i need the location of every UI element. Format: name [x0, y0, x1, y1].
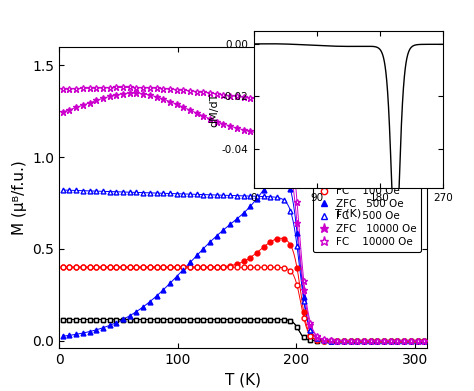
FC    100 Oe — [100, 265, 106, 269]
ZFC   10000 Oe — [134, 90, 139, 95]
ZFC   500 Oe — [421, 338, 427, 343]
ZFC   100 Oe — [388, 338, 393, 343]
FC    10000 Oe — [415, 338, 420, 343]
ZFC   500 Oe — [147, 300, 153, 304]
FC    10000 Oe — [154, 86, 159, 90]
FC    5 Oe — [147, 317, 153, 322]
FC    100 Oe — [381, 338, 387, 343]
ZFC   10000 Oe — [154, 95, 159, 99]
ZFC   5 Oe — [415, 338, 420, 343]
FC    5 Oe — [415, 338, 420, 343]
FC    100 Oe — [60, 265, 65, 269]
Line: FC    5 Oe: FC 5 Oe — [61, 317, 426, 343]
ZFC   100 Oe — [127, 265, 133, 269]
Line: FC    100 Oe: FC 100 Oe — [60, 265, 427, 343]
ZFC   10000 Oe — [421, 338, 427, 343]
ZFC   5 Oe — [60, 317, 65, 322]
ZFC   500 Oe — [194, 253, 200, 258]
ZFC   5 Oe — [381, 338, 387, 343]
ZFC   500 Oe — [415, 338, 420, 343]
ZFC   500 Oe — [100, 325, 106, 330]
Line: ZFC   500 Oe: ZFC 500 Oe — [60, 173, 427, 343]
Line: FC    500 Oe: FC 500 Oe — [60, 188, 427, 343]
Legend: ZFC   5 Oe, FC    5 Oe, ZFC   100 Oe, FC    100 Oe, ZFC   500 Oe, FC    500 Oe, : ZFC 5 Oe, FC 5 Oe, ZFC 100 Oe, FC 100 Oe… — [313, 143, 421, 252]
ZFC   100 Oe — [100, 265, 106, 269]
X-axis label: T (K): T (K) — [225, 372, 261, 387]
ZFC   100 Oe — [147, 265, 153, 269]
ZFC   5 Oe — [100, 317, 106, 322]
ZFC   100 Oe — [415, 338, 420, 343]
ZFC   10000 Oe — [201, 114, 206, 118]
ZFC   500 Oe — [281, 173, 286, 178]
FC    500 Oe — [60, 188, 65, 192]
FC    10000 Oe — [127, 85, 133, 90]
ZFC   5 Oe — [194, 317, 200, 322]
FC    10000 Oe — [421, 338, 427, 343]
ZFC   100 Oe — [421, 338, 427, 343]
FC    10000 Oe — [100, 85, 106, 90]
FC    5 Oe — [421, 338, 427, 343]
Y-axis label: dM/dT: dM/dT — [209, 92, 219, 127]
FC    500 Oe — [421, 338, 427, 343]
FC    500 Oe — [415, 338, 420, 343]
Line: ZFC   100 Oe: ZFC 100 Oe — [60, 236, 427, 343]
Line: FC    10000 Oe: FC 10000 Oe — [59, 84, 428, 344]
FC    500 Oe — [100, 189, 106, 194]
FC    100 Oe — [194, 265, 200, 269]
FC    500 Oe — [381, 338, 387, 343]
FC    500 Oe — [147, 190, 153, 195]
FC    10000 Oe — [201, 90, 206, 95]
X-axis label: T (K): T (K) — [335, 208, 362, 218]
FC    10000 Oe — [388, 338, 393, 343]
FC    10000 Oe — [134, 85, 139, 90]
FC    100 Oe — [415, 338, 420, 343]
FC    5 Oe — [127, 317, 133, 322]
FC    5 Oe — [194, 317, 200, 322]
ZFC   5 Oe — [127, 317, 133, 322]
Line: ZFC   5 Oe: ZFC 5 Oe — [61, 317, 426, 343]
FC    5 Oe — [381, 338, 387, 343]
ZFC   10000 Oe — [388, 338, 393, 343]
ZFC   500 Oe — [388, 338, 393, 343]
FC    500 Oe — [194, 192, 200, 197]
ZFC   500 Oe — [60, 334, 65, 339]
ZFC   10000 Oe — [100, 96, 106, 101]
FC    500 Oe — [127, 190, 133, 194]
FC    100 Oe — [421, 338, 427, 343]
Line: ZFC   10000 Oe: ZFC 10000 Oe — [59, 90, 428, 344]
ZFC   100 Oe — [281, 237, 286, 241]
ZFC   100 Oe — [60, 265, 65, 269]
FC    100 Oe — [147, 265, 153, 269]
ZFC   500 Oe — [127, 313, 133, 318]
ZFC   10000 Oe — [415, 338, 420, 343]
ZFC   100 Oe — [194, 265, 200, 269]
Y-axis label: M (μᴮ/f.u.): M (μᴮ/f.u.) — [12, 160, 27, 235]
FC    5 Oe — [60, 317, 65, 322]
FC    10000 Oe — [60, 86, 65, 91]
ZFC   5 Oe — [147, 317, 153, 322]
FC    100 Oe — [127, 265, 133, 269]
ZFC   10000 Oe — [127, 91, 133, 95]
ZFC   10000 Oe — [60, 109, 65, 114]
ZFC   5 Oe — [421, 338, 427, 343]
FC    5 Oe — [100, 317, 106, 322]
